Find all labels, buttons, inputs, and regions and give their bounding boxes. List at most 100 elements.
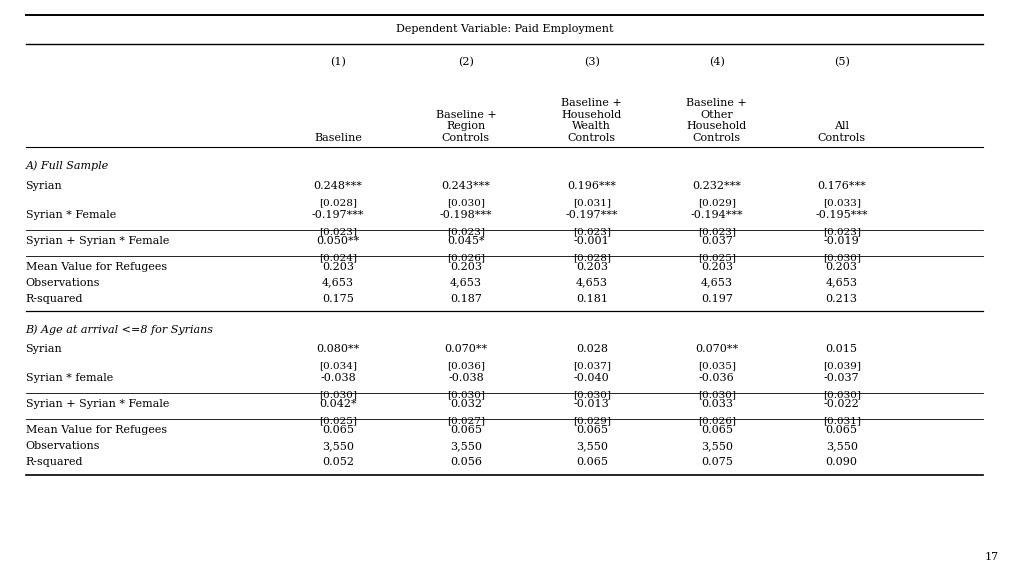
Text: 0.065: 0.065 [322, 425, 354, 435]
Text: -0.019: -0.019 [824, 236, 859, 245]
Text: 4,653: 4,653 [825, 278, 858, 287]
Text: 0.243***: 0.243*** [441, 181, 490, 191]
Text: 0.050**: 0.050** [316, 236, 359, 245]
Text: [0.030]: [0.030] [318, 391, 357, 400]
Text: -0.038: -0.038 [449, 373, 483, 383]
Text: Syrian: Syrian [26, 344, 62, 354]
Text: 4,653: 4,653 [700, 278, 733, 287]
Text: 0.203: 0.203 [700, 262, 733, 271]
Text: 0.203: 0.203 [825, 262, 858, 271]
Text: 0.070**: 0.070** [695, 344, 738, 354]
Text: [0.023]: [0.023] [318, 227, 357, 236]
Text: 0.203: 0.203 [575, 262, 608, 271]
Text: -0.036: -0.036 [699, 373, 734, 383]
Text: [0.034]: [0.034] [318, 362, 357, 371]
Text: -0.194***: -0.194*** [690, 210, 743, 219]
Text: 0.203: 0.203 [450, 262, 482, 271]
Text: (4): (4) [709, 57, 725, 67]
Text: 3,550: 3,550 [575, 441, 608, 451]
Text: [0.023]: [0.023] [697, 227, 736, 236]
Text: [0.031]: [0.031] [572, 198, 611, 207]
Text: 0.033: 0.033 [700, 399, 733, 409]
Text: 0.197: 0.197 [700, 294, 733, 304]
Text: [0.030]: [0.030] [822, 391, 861, 400]
Text: [0.025]: [0.025] [697, 253, 736, 262]
Text: [0.025]: [0.025] [318, 416, 357, 426]
Text: 0.045*: 0.045* [447, 236, 484, 245]
Text: -0.195***: -0.195*** [815, 210, 868, 219]
Text: (3): (3) [584, 57, 600, 67]
Text: 0.196***: 0.196*** [567, 181, 616, 191]
Text: -0.038: -0.038 [321, 373, 355, 383]
Text: [0.030]: [0.030] [572, 391, 611, 400]
Text: (5): (5) [834, 57, 850, 67]
Text: 0.248***: 0.248*** [313, 181, 362, 191]
Text: 0.028: 0.028 [575, 344, 608, 354]
Text: 0.032: 0.032 [450, 399, 482, 409]
Text: [0.028]: [0.028] [318, 198, 357, 207]
Text: -0.013: -0.013 [574, 399, 609, 409]
Text: Baseline +
Other
Household
Controls: Baseline + Other Household Controls [686, 98, 748, 143]
Text: 4,653: 4,653 [322, 278, 354, 287]
Text: Syrian + Syrian * Female: Syrian + Syrian * Female [26, 236, 169, 245]
Text: [0.031]: [0.031] [822, 416, 861, 426]
Text: -0.022: -0.022 [824, 399, 859, 409]
Text: 3,550: 3,550 [322, 441, 354, 451]
Text: Baseline +
Region
Controls: Baseline + Region Controls [435, 109, 497, 143]
Text: 0.203: 0.203 [322, 262, 354, 271]
Text: [0.035]: [0.035] [697, 362, 736, 371]
Text: 0.052: 0.052 [322, 457, 354, 467]
Text: [0.039]: [0.039] [822, 362, 861, 371]
Text: [0.037]: [0.037] [572, 362, 611, 371]
Text: 0.070**: 0.070** [444, 344, 487, 354]
Text: 17: 17 [984, 552, 998, 562]
Text: 4,653: 4,653 [575, 278, 608, 287]
Text: 0.232***: 0.232*** [692, 181, 741, 191]
Text: 0.065: 0.065 [575, 425, 608, 435]
Text: [0.023]: [0.023] [446, 227, 485, 236]
Text: Baseline +
Household
Wealth
Controls: Baseline + Household Wealth Controls [561, 98, 623, 143]
Text: [0.024]: [0.024] [318, 253, 357, 262]
Text: 0.176***: 0.176*** [817, 181, 866, 191]
Text: 0.042*: 0.042* [319, 399, 356, 409]
Text: 3,550: 3,550 [450, 441, 482, 451]
Text: 0.181: 0.181 [575, 294, 608, 304]
Text: 3,550: 3,550 [700, 441, 733, 451]
Text: Syrian + Syrian * Female: Syrian + Syrian * Female [26, 399, 169, 409]
Text: [0.030]: [0.030] [446, 198, 485, 207]
Text: -0.198***: -0.198*** [439, 210, 493, 219]
Text: [0.023]: [0.023] [822, 227, 861, 236]
Text: B) Age at arrival <=8 for Syrians: B) Age at arrival <=8 for Syrians [26, 324, 214, 335]
Text: Syrian: Syrian [26, 181, 62, 191]
Text: [0.033]: [0.033] [822, 198, 861, 207]
Text: 0.065: 0.065 [700, 425, 733, 435]
Text: [0.028]: [0.028] [572, 253, 611, 262]
Text: [0.030]: [0.030] [697, 391, 736, 400]
Text: -0.001: -0.001 [574, 236, 609, 245]
Text: [0.026]: [0.026] [446, 253, 485, 262]
Text: 0.175: 0.175 [322, 294, 354, 304]
Text: 0.075: 0.075 [700, 457, 733, 467]
Text: Syrian * Female: Syrian * Female [26, 210, 116, 219]
Text: 4,653: 4,653 [450, 278, 482, 287]
Text: Syrian * female: Syrian * female [26, 373, 113, 383]
Text: -0.197***: -0.197*** [565, 210, 618, 219]
Text: [0.030]: [0.030] [822, 253, 861, 262]
Text: [0.029]: [0.029] [572, 416, 611, 426]
Text: All
Controls: All Controls [818, 122, 865, 143]
Text: 0.065: 0.065 [450, 425, 482, 435]
Text: 0.056: 0.056 [450, 457, 482, 467]
Text: R-squared: R-squared [26, 294, 83, 304]
Text: 0.090: 0.090 [825, 457, 858, 467]
Text: 0.065: 0.065 [825, 425, 858, 435]
Text: Mean Value for Refugees: Mean Value for Refugees [26, 425, 167, 435]
Text: Baseline: Baseline [314, 133, 361, 143]
Text: 0.187: 0.187 [450, 294, 482, 304]
Text: 0.037: 0.037 [700, 236, 733, 245]
Text: [0.030]: [0.030] [446, 391, 485, 400]
Text: Mean Value for Refugees: Mean Value for Refugees [26, 262, 167, 271]
Text: (2): (2) [458, 57, 474, 67]
Text: Observations: Observations [26, 441, 100, 451]
Text: [0.027]: [0.027] [446, 416, 485, 426]
Text: 0.213: 0.213 [825, 294, 858, 304]
